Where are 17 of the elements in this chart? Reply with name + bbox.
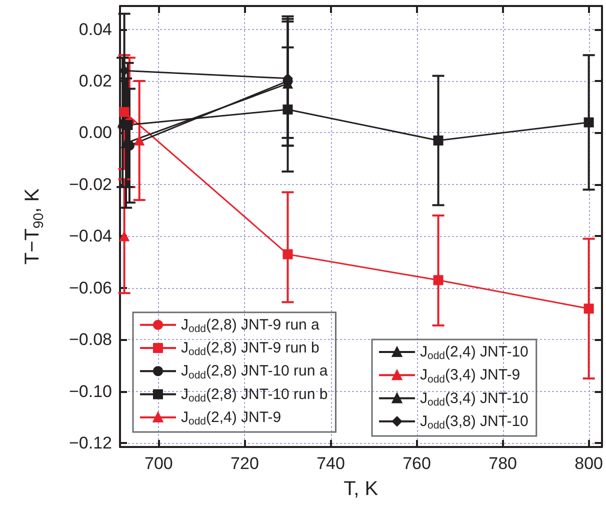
- y-tick-label: 0.02: [78, 72, 112, 91]
- y-tick-label: −0.06: [68, 278, 112, 298]
- x-tick-label: 720: [230, 454, 259, 473]
- x-axis-title: T, K: [344, 478, 379, 500]
- y-tick-label: −0.12: [68, 434, 112, 453]
- x-tick-label: 780: [488, 454, 517, 473]
- y-tick-label: −0.04: [68, 226, 112, 246]
- x-tick-label: 700: [144, 454, 173, 473]
- y-tick-label: −0.08: [68, 330, 112, 350]
- y-tick-label: −0.02: [68, 174, 112, 194]
- y-axis-title: T−T90, K: [22, 188, 46, 265]
- x-tick-label: 800: [574, 454, 604, 473]
- x-tick-label: 760: [402, 454, 431, 473]
- x-tick-label: 740: [316, 454, 345, 473]
- y-tick-label: −0.10: [68, 382, 112, 401]
- y-tick-label: 0.00: [78, 123, 112, 142]
- y-tick-label: 0.04: [78, 20, 112, 39]
